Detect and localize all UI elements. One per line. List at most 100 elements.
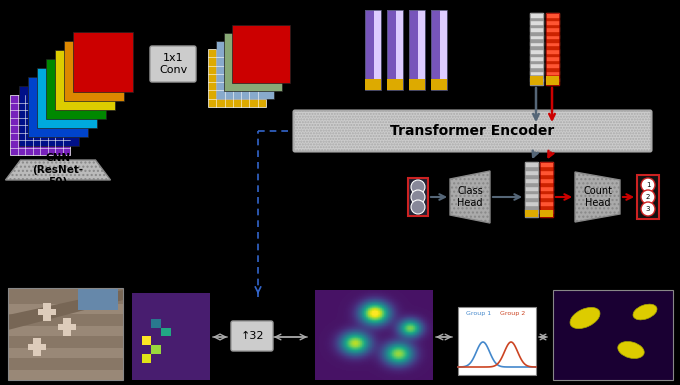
Bar <box>431 10 440 90</box>
Circle shape <box>641 178 655 192</box>
Bar <box>546 35 559 38</box>
Ellipse shape <box>570 307 600 328</box>
Bar <box>530 56 543 60</box>
Bar <box>540 193 553 198</box>
Bar <box>525 162 538 166</box>
Bar <box>525 174 538 178</box>
Bar <box>546 56 559 60</box>
Bar <box>8 288 123 380</box>
Ellipse shape <box>618 341 644 358</box>
Bar <box>540 201 553 205</box>
Text: Group 1: Group 1 <box>466 311 491 316</box>
Bar <box>546 81 559 85</box>
Bar <box>458 307 536 375</box>
Bar <box>409 10 418 90</box>
Circle shape <box>411 180 425 194</box>
Bar <box>546 64 559 67</box>
Bar <box>540 174 553 178</box>
Bar <box>58 324 76 330</box>
Bar <box>546 38 559 42</box>
Bar <box>387 79 403 90</box>
Bar <box>525 209 538 213</box>
Bar <box>78 288 118 310</box>
Bar <box>530 35 543 38</box>
Bar <box>546 13 559 17</box>
Bar <box>431 79 447 90</box>
Bar <box>637 175 659 219</box>
Bar <box>224 33 282 91</box>
Bar <box>396 10 403 90</box>
Bar <box>28 344 46 350</box>
Bar <box>19 86 79 146</box>
Bar <box>525 205 538 209</box>
Bar <box>365 10 381 90</box>
Bar <box>546 42 559 45</box>
Bar <box>530 70 543 74</box>
Bar <box>553 290 673 380</box>
Bar <box>540 178 553 182</box>
Bar <box>408 178 428 216</box>
FancyBboxPatch shape <box>294 110 651 152</box>
Bar <box>530 20 543 24</box>
Bar <box>530 17 543 20</box>
Bar <box>530 74 543 78</box>
Bar <box>546 74 559 78</box>
Bar <box>525 170 538 174</box>
Bar <box>530 27 543 31</box>
Circle shape <box>641 190 655 204</box>
Bar <box>387 10 396 90</box>
Bar <box>546 17 559 20</box>
Bar <box>546 45 559 49</box>
Bar <box>8 326 123 336</box>
Bar <box>525 186 538 189</box>
Bar <box>216 41 274 99</box>
Bar <box>525 198 538 201</box>
Bar <box>530 45 543 49</box>
Text: 1: 1 <box>646 182 650 188</box>
Bar <box>8 288 123 380</box>
Bar <box>530 64 543 67</box>
Bar <box>73 32 133 92</box>
Bar <box>546 20 559 24</box>
Bar <box>530 78 543 81</box>
Circle shape <box>411 200 425 214</box>
Bar <box>37 68 97 128</box>
Bar <box>525 182 538 186</box>
Bar <box>540 162 553 166</box>
Bar <box>387 10 403 90</box>
Bar <box>530 53 543 56</box>
FancyBboxPatch shape <box>231 321 273 351</box>
Bar <box>530 24 543 27</box>
Bar <box>546 78 559 81</box>
Bar <box>540 162 553 217</box>
Bar <box>546 13 559 85</box>
Bar <box>525 213 538 217</box>
Text: Group 2: Group 2 <box>500 311 525 316</box>
Ellipse shape <box>633 304 657 320</box>
Bar <box>525 193 538 198</box>
Text: CNN
(ResNet-
50): CNN (ResNet- 50) <box>33 153 84 187</box>
Bar <box>540 209 553 213</box>
Text: Transformer Encoder: Transformer Encoder <box>390 124 555 138</box>
Text: ↑32: ↑32 <box>240 331 264 341</box>
Polygon shape <box>5 160 110 180</box>
Bar <box>409 79 425 90</box>
Bar <box>38 309 56 315</box>
Bar <box>440 10 447 90</box>
Bar <box>525 166 538 170</box>
Bar <box>525 178 538 182</box>
Polygon shape <box>450 171 490 223</box>
Bar <box>540 182 553 186</box>
Bar <box>232 25 290 83</box>
Bar <box>530 13 543 17</box>
Bar <box>530 31 543 35</box>
Polygon shape <box>575 172 620 222</box>
Bar <box>8 370 123 380</box>
Bar <box>365 10 374 90</box>
Bar <box>374 10 381 90</box>
Circle shape <box>641 202 655 216</box>
Bar <box>546 53 559 56</box>
Bar <box>208 49 266 107</box>
Bar <box>540 189 553 193</box>
Bar <box>546 60 559 64</box>
